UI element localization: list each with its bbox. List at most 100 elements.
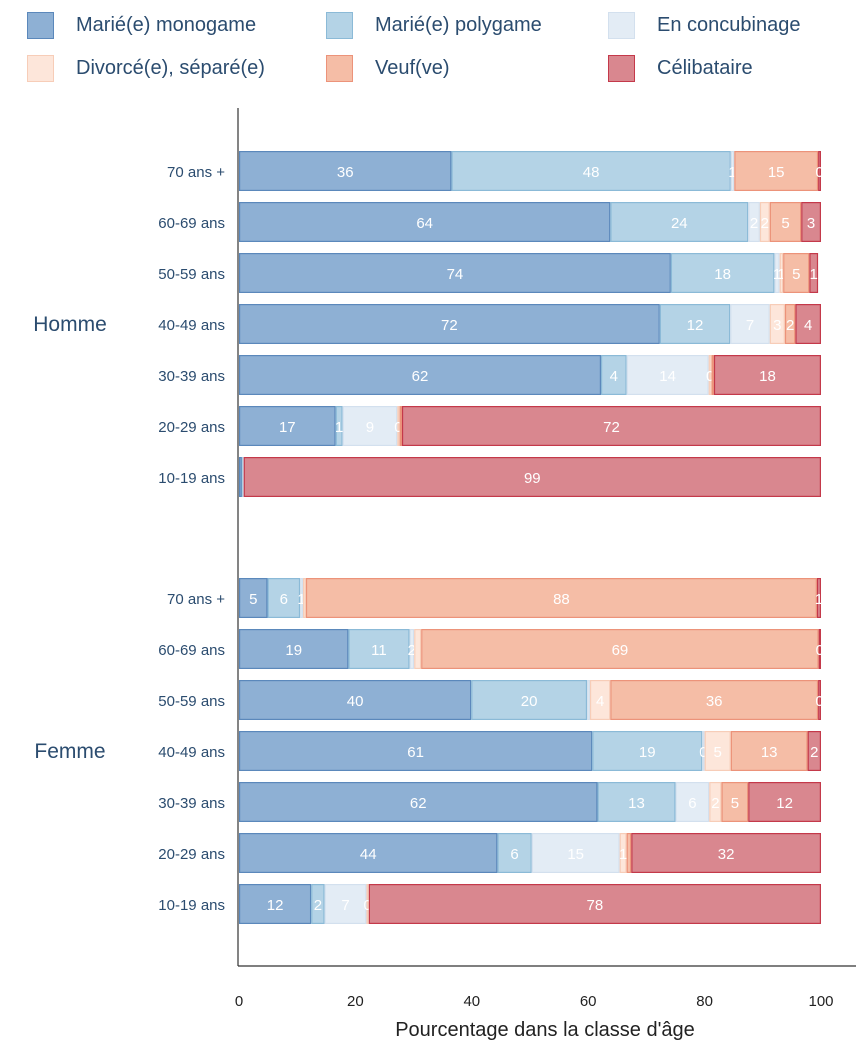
data-label: 13 xyxy=(628,795,645,812)
data-label: 3 xyxy=(773,317,781,334)
bar-segment xyxy=(801,202,822,243)
bar-segment xyxy=(239,151,452,192)
data-label: 15 xyxy=(567,846,584,863)
data-label: 72 xyxy=(603,419,620,436)
data-label: 4 xyxy=(804,317,812,334)
data-label: 32 xyxy=(718,846,735,863)
bar-segment xyxy=(342,406,398,447)
data-label: 40 xyxy=(347,693,364,710)
data-label: 11 xyxy=(371,642,387,659)
data-label: 0 xyxy=(815,693,823,710)
data-label: 6 xyxy=(510,846,518,863)
bar-segment xyxy=(592,730,703,771)
bar-segment xyxy=(239,406,336,447)
x-tick-label: 80 xyxy=(696,993,713,1010)
row-label: 20-29 ans xyxy=(158,846,225,863)
bar-segment xyxy=(779,253,784,294)
bar-segment xyxy=(730,304,770,345)
bar-segment xyxy=(311,883,325,924)
legend-label: Veuf(ve) xyxy=(375,57,450,79)
row-label: 70 ans + xyxy=(167,164,225,181)
bar-segment xyxy=(239,202,611,243)
data-label: 3 xyxy=(807,215,815,232)
legend-item-polygame: Marié(e) polygame xyxy=(326,12,542,39)
legend-label: Divorcé(e), séparé(e) xyxy=(76,57,265,79)
data-label: 2 xyxy=(750,215,758,232)
data-label: 0 xyxy=(815,164,823,181)
data-label: 0 xyxy=(363,897,371,914)
bar-segment xyxy=(239,730,593,771)
x-tick-label: 40 xyxy=(463,993,480,1010)
bar-segment xyxy=(239,457,242,498)
row-label: 30-39 ans xyxy=(158,368,225,385)
bar-segment xyxy=(399,406,402,447)
legend-label: En concubinage xyxy=(657,14,801,36)
bar-segment xyxy=(774,253,780,294)
data-label: 1 xyxy=(810,266,818,283)
bar-segment xyxy=(303,577,306,618)
row-label: 70 ans + xyxy=(167,591,225,608)
data-label: 62 xyxy=(412,368,429,385)
bar-segment xyxy=(243,457,821,498)
data-label: 6 xyxy=(688,795,696,812)
data-label: 44 xyxy=(360,846,377,863)
bar-segment xyxy=(409,628,415,669)
bar-segment xyxy=(348,628,410,669)
data-label: 1 xyxy=(297,591,305,608)
bar-segment xyxy=(626,355,709,396)
data-label: 1 xyxy=(619,846,627,863)
bar-segment xyxy=(239,577,268,618)
data-label: 14 xyxy=(659,368,676,385)
bar-segment xyxy=(721,781,749,822)
data-label: 1 xyxy=(773,266,781,283)
data-label: 12 xyxy=(776,795,793,812)
data-label: 6 xyxy=(280,591,288,608)
data-label: 19 xyxy=(639,744,656,761)
row-label: 10-19 ans xyxy=(158,897,225,914)
data-label: 88 xyxy=(553,591,570,608)
bar-segment xyxy=(531,832,620,873)
data-label: 20 xyxy=(521,693,538,710)
data-label: 74 xyxy=(447,266,464,283)
bar-segment xyxy=(626,832,632,873)
data-label: 1 xyxy=(777,266,785,283)
data-label: 2 xyxy=(314,897,322,914)
group-label: Homme xyxy=(33,313,107,336)
data-label: 1 xyxy=(728,164,736,181)
bar-segment xyxy=(335,406,343,447)
bar-segment xyxy=(659,304,731,345)
bar-segment xyxy=(795,304,822,345)
legend-label: Marié(e) monogame xyxy=(76,14,257,36)
bar-segment xyxy=(734,151,819,192)
data-label: 0 xyxy=(699,744,707,761)
bar-segment xyxy=(783,253,810,294)
bar-segment xyxy=(818,679,822,720)
x-tick-label: 100 xyxy=(808,993,833,1010)
data-label: 5 xyxy=(249,591,257,608)
data-label: 4 xyxy=(596,693,604,710)
bar-segment xyxy=(816,577,822,618)
bar-segment xyxy=(300,577,304,618)
data-label: 18 xyxy=(759,368,776,385)
bar-segment xyxy=(239,781,598,822)
bar-segment xyxy=(601,355,627,396)
x-axis-title: Pourcentage dans la classe d'âge xyxy=(395,1019,695,1041)
bar-segment xyxy=(784,304,796,345)
data-label: 15 xyxy=(768,164,785,181)
bar-segment xyxy=(397,406,400,447)
data-label: 4 xyxy=(610,368,618,385)
bar-segment xyxy=(709,781,722,822)
bar-segment xyxy=(610,679,819,720)
bar-segment xyxy=(670,253,775,294)
chart-legend: Marié(e) monogame Marié(e) polygame En c… xyxy=(0,0,859,100)
bar-segment xyxy=(421,628,819,669)
legend-swatch xyxy=(608,55,635,82)
legend-swatch xyxy=(27,55,54,82)
bar-segment xyxy=(708,355,712,396)
row-label: 30-39 ans xyxy=(158,795,225,812)
legend-item-veuf: Veuf(ve) xyxy=(326,55,449,82)
bar-segment xyxy=(809,253,819,294)
data-label: 9 xyxy=(366,419,374,436)
data-label: 5 xyxy=(714,744,722,761)
